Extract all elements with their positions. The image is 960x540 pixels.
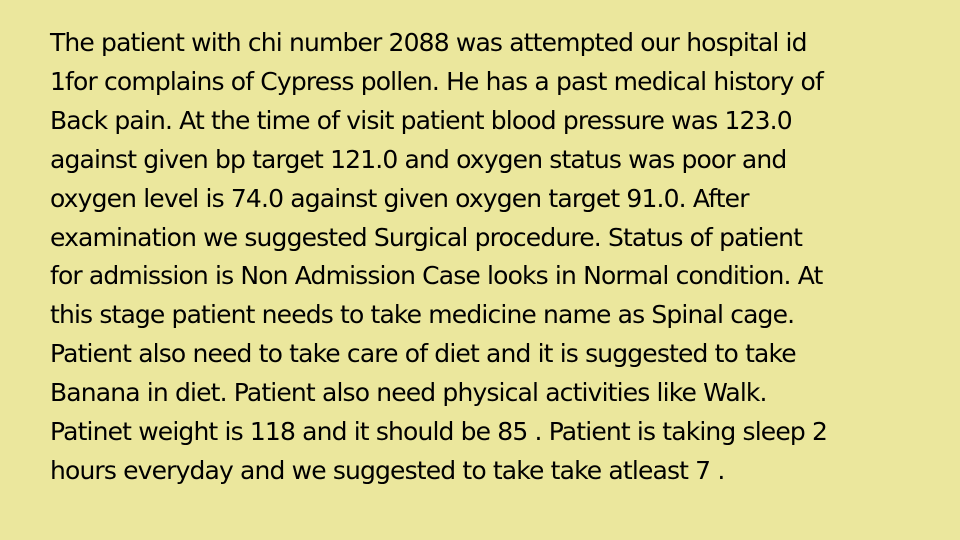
text-line: oxygen level is 74.0 against given oxyge… [50,183,750,213]
text-line: 1for complains of Cypress pollen. He has… [50,66,824,96]
text-line: examination we suggested Surgical proced… [50,222,803,252]
text-line: Back pain. At the time of visit patient … [50,105,793,135]
text-line: hours everyday and we suggested to take … [50,455,725,485]
text-line: The patient with chi number 2088 was att… [50,28,808,57]
text-line: for admission is Non Admission Case look… [50,261,823,291]
text-line: Banana in diet. Patient also need physic… [50,378,767,408]
text-line: Patient also need to take care of diet a… [50,339,797,369]
text-line: Patinet weight is 118 and it should be 8… [50,417,828,447]
patient-summary-paragraph: The patient with chi number 2088 was att… [50,24,940,491]
text-line: against given bp target 121.0 and oxygen… [50,144,787,174]
text-line: this stage patient needs to take medicin… [50,300,795,330]
